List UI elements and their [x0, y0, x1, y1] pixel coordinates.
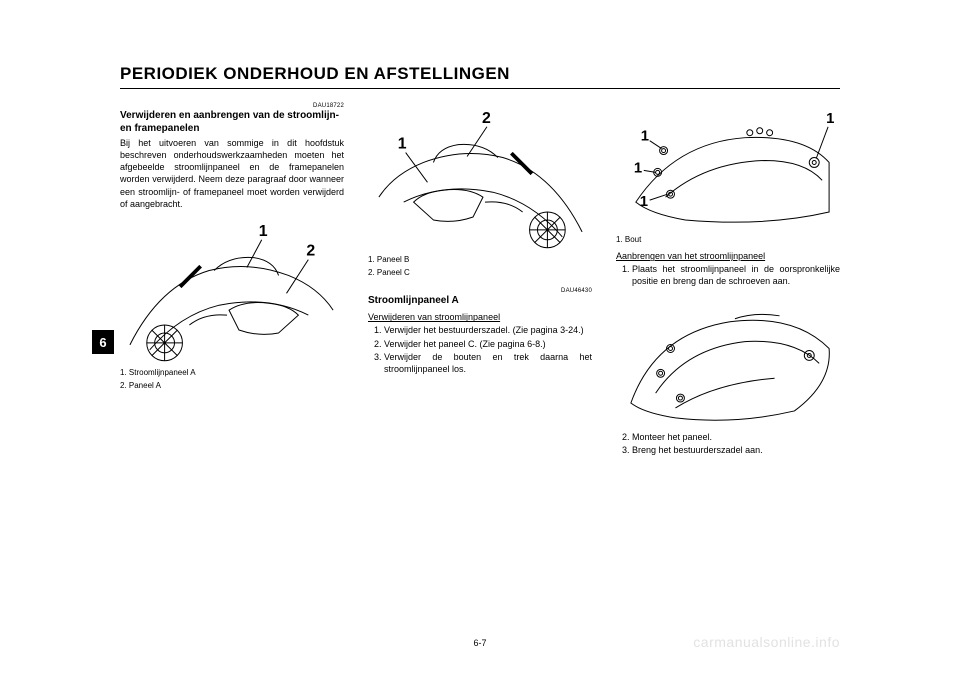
doc-id: DAU46430 [368, 288, 592, 294]
diagram-panel-install [616, 294, 840, 428]
column-1: DAU18722 Verwijderen en aanbrengen van d… [120, 103, 344, 458]
chapter-tab: 6 [92, 330, 114, 354]
paragraph-heading: Aanbrengen van het stroomlijnpaneel [616, 251, 840, 261]
callout-1: 1 [634, 160, 642, 176]
diagram-motorcycle-left: 1 2 [120, 216, 344, 365]
figure-caption: 1. Paneel B [368, 255, 592, 265]
callout-2: 2 [306, 242, 315, 259]
list-item: Breng het bestuurderszadel aan. [632, 444, 840, 456]
manual-page: PERIODIEK ONDERHOUD EN AFSTELLINGEN 6 DA… [0, 0, 960, 678]
callout-1: 1 [641, 129, 649, 145]
paragraph-heading: Verwijderen van stroomlijnpaneel [368, 312, 592, 322]
diagram-motorcycle-right: 2 1 [368, 103, 592, 252]
list-item: Monteer het paneel. [632, 431, 840, 443]
watermark: carmanualsonline.info [693, 634, 840, 650]
callout-1: 1 [640, 194, 648, 210]
list-item: Plaats het stroomlijnpaneel in de oorspr… [632, 263, 840, 287]
figure-bolts: 1 1 1 1 1. Bout [616, 103, 840, 245]
list-item: Verwijder het paneel C. (Zie pagina 6-8.… [384, 338, 592, 350]
column-3: 1 1 1 1 1. Bout Aanbrengen van het stroo… [616, 103, 840, 458]
step-list: Plaats het stroomlijnpaneel in de oorspr… [616, 263, 840, 287]
diagram-bolt-locations: 1 1 1 1 [616, 103, 840, 232]
doc-id: DAU18722 [120, 103, 344, 109]
subheading: Stroomlijnpaneel A [368, 295, 592, 306]
callout-1: 1 [398, 136, 407, 153]
list-item: Verwijder het bestuurderszadel. (Zie pag… [384, 324, 592, 336]
callout-2: 2 [482, 110, 491, 127]
figure-panel-install [616, 294, 840, 428]
step-list: Verwijder het bestuurderszadel. (Zie pag… [368, 324, 592, 375]
figure-caption: 2. Paneel C [368, 268, 592, 278]
step-list: Monteer het paneel. Breng het bestuurder… [616, 431, 840, 456]
figure-caption: 1. Bout [616, 235, 840, 245]
figure-caption: 2. Paneel A [120, 381, 344, 391]
figure-panel-bc: 2 1 1. Paneel B 2. Paneel C [368, 103, 592, 278]
figure-caption: 1. Stroomlijnpaneel A [120, 368, 344, 378]
chapter-title: PERIODIEK ONDERHOUD EN AFSTELLINGEN [120, 64, 840, 89]
callout-1: 1 [259, 223, 268, 240]
list-item: Verwijder de bouten en trek daarna het s… [384, 351, 592, 375]
section-heading: Verwijderen en aanbrengen van de strooml… [120, 110, 344, 135]
figure-panel-a: 1 2 1. Stroomlijnpaneel A 2. Paneel A [120, 216, 344, 391]
body-text: Bij het uitvoeren van sommige in dit hoo… [120, 137, 344, 210]
callout-1: 1 [826, 111, 834, 127]
column-2: 2 1 1. Paneel B 2. Paneel C DAU46430 Str… [368, 103, 592, 458]
content-columns: DAU18722 Verwijderen en aanbrengen van d… [120, 103, 840, 458]
